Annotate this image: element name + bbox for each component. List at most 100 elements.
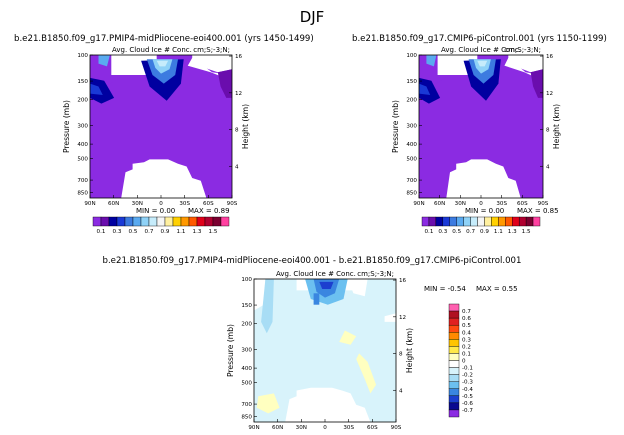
x-tick-label: 90S — [227, 201, 238, 207]
y-tick-label: 850 — [406, 191, 417, 197]
field-label: Avg. Cloud Ice # Conc. — [276, 270, 356, 278]
ice-level-0-region — [90, 62, 232, 198]
height-tick-label: 12 — [235, 91, 242, 97]
diff-positive-right — [356, 353, 377, 394]
panel-b-title: b.e21.B1850.f09_g17.CMIP6-piControl.001 … — [352, 34, 607, 44]
colorbar-swatch — [180, 216, 190, 227]
colorbar-label: -0.5 — [462, 394, 473, 400]
x-tick-label: 60S — [203, 201, 214, 207]
colorbar-swatch — [448, 332, 460, 340]
y-tick-label: 850 — [77, 191, 88, 197]
ice-level-0-region — [419, 62, 543, 198]
y-tick-label: 200 — [77, 98, 88, 104]
colorbar-label: 1.3 — [508, 229, 517, 235]
y-tick-label: 500 — [406, 156, 417, 162]
surface-mask — [285, 387, 371, 422]
colorbar-swatch — [448, 310, 460, 319]
y-tick-label: 100 — [241, 277, 252, 283]
missing-data-top-right — [192, 55, 232, 73]
surface-mask — [446, 159, 521, 198]
y-tick-label: 500 — [241, 380, 252, 386]
x-tick-label: 90N — [84, 201, 95, 207]
colorbar-swatch — [470, 216, 478, 227]
colorbar-label: 1.5 — [209, 229, 218, 235]
min-label: MIN = 0.00 — [136, 207, 175, 215]
colorbar-swatch — [204, 216, 214, 227]
y-axis-title: Pressure (mb) — [62, 100, 71, 153]
colorbar-swatch — [108, 216, 118, 227]
colorbar-swatch — [463, 216, 471, 227]
min-label: MIN = 0.00 — [465, 207, 504, 215]
ice-level-6-region — [152, 59, 173, 74]
colorbar-swatch — [196, 216, 206, 227]
height-tick-label: 8 — [546, 128, 550, 134]
colorbar-swatch — [491, 216, 499, 227]
colorbar-swatch — [448, 381, 460, 389]
colorbar-swatch — [435, 216, 444, 227]
height-axis-title: Height (km) — [405, 328, 414, 373]
x-tick-label: 30S — [496, 201, 507, 207]
colorbar-label: 0.5 — [462, 323, 471, 329]
colorbar-swatch — [477, 216, 485, 227]
colorbar-swatch — [505, 216, 513, 227]
height-tick-label: 12 — [399, 315, 406, 321]
x-tick-label: 30N — [296, 425, 307, 431]
colorbar-label: 1.1 — [494, 229, 503, 235]
colorbar-label: 0.5 — [129, 229, 138, 235]
colorbar-swatch — [164, 216, 174, 227]
y-tick-label: 400 — [77, 142, 88, 148]
ice-level-6-region — [473, 59, 491, 74]
colorbar-swatch — [525, 216, 534, 227]
season-title: DJF — [300, 8, 325, 26]
y-tick-label: 150 — [406, 79, 417, 85]
max-label: MAX = 0.55 — [476, 285, 518, 293]
colorbar-label: 0.7 — [462, 309, 471, 315]
ice-level-3-region-left — [419, 83, 431, 95]
ice-level-5-region-left — [426, 55, 437, 67]
colorbar-label: -0.7 — [462, 408, 473, 414]
y-tick-label: 400 — [406, 142, 417, 148]
height-tick-label: 16 — [399, 278, 407, 284]
y-tick-label: 300 — [77, 124, 88, 130]
x-tick-label: 90N — [248, 425, 259, 431]
colorbar-swatch — [448, 402, 460, 411]
colorbar-swatch — [449, 216, 457, 227]
colorbar-swatch — [132, 216, 142, 227]
colorbar-swatch — [498, 216, 506, 227]
x-tick-label: 60S — [517, 201, 528, 207]
panel-c-title: b.e21.B1850.f09_g17.PMIP4-midPliocene-eo… — [103, 256, 522, 266]
colorbar-label: 1.1 — [177, 229, 186, 235]
diff-negative-band-left — [261, 279, 274, 334]
colorbar-swatch — [172, 216, 182, 227]
colorbar-swatch — [421, 216, 430, 227]
missing-data-top-right — [508, 55, 543, 73]
colorbar-label: -0.1 — [462, 366, 473, 372]
x-tick-label: 60S — [367, 425, 378, 431]
colorbar-swatch — [484, 216, 492, 227]
panel-a-title: b.e21.B1850.f09_g17.PMIP4-midPliocene-eo… — [14, 34, 314, 44]
y-axis-title: Pressure (mb) — [391, 100, 400, 153]
diff-negative-peak — [319, 281, 334, 289]
ice-level-1-region-right — [217, 69, 232, 98]
colorbar-label: 0.6 — [462, 316, 471, 322]
diff-neutral-top-right — [347, 279, 368, 297]
colorbar-label: 0.5 — [452, 229, 461, 235]
x-tick-label: 90N — [413, 201, 424, 207]
y-tick-label: 200 — [406, 98, 417, 104]
colorbar-swatch — [156, 216, 166, 227]
ice-level-7-region — [477, 60, 488, 67]
units-label: cm;S;-3;N; — [193, 46, 230, 54]
colorbar-label: -0.3 — [462, 380, 473, 386]
y-tick-label: 400 — [241, 366, 252, 372]
colorbar-label: 0 — [462, 359, 466, 365]
colorbar-label: 0.7 — [145, 229, 154, 235]
field-label: Avg. Cloud Ice # Conc. — [441, 46, 521, 54]
ice-level-2-region-left — [90, 77, 115, 104]
height-tick-label: 16 — [546, 54, 554, 60]
y-tick-label: 150 — [241, 303, 252, 309]
colorbar-swatch — [518, 216, 527, 227]
x-tick-label: 30N — [455, 201, 466, 207]
colorbar-swatch — [148, 216, 158, 227]
units-label: cm;S;-3;N; — [357, 270, 394, 278]
